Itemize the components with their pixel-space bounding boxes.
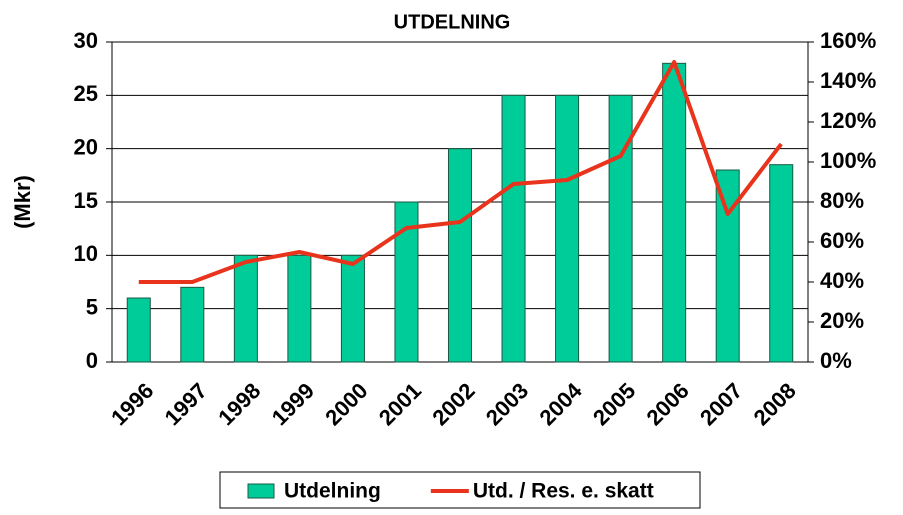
x-tick-label: 2008	[749, 378, 801, 430]
x-tick-label: 1997	[160, 378, 212, 430]
y-tick-label: 20	[74, 134, 98, 159]
x-tick-label: 1998	[213, 378, 265, 430]
bar	[769, 164, 794, 363]
y-tick-label: 15	[74, 188, 98, 213]
bar	[555, 94, 580, 363]
y2-tick-label: 100%	[820, 148, 876, 173]
y2-tick-label: 20%	[820, 308, 864, 333]
x-tick-label: 2001	[374, 378, 426, 430]
y-tick-label: 25	[74, 81, 98, 106]
y2-tick-label: 160%	[820, 28, 876, 53]
y2-tick-label: 40%	[820, 268, 864, 293]
bar	[662, 62, 687, 363]
y-tick-label: 0	[86, 348, 98, 373]
y-tick-label: 30	[74, 28, 98, 53]
x-tick-label: 1999	[267, 378, 319, 430]
x-tick-label: 2006	[642, 378, 694, 430]
x-tick-label: 2005	[588, 378, 640, 430]
y-axis-label: (Mkr)	[10, 175, 35, 229]
bar	[501, 94, 526, 363]
bar	[340, 254, 365, 363]
y-tick-label: 5	[86, 294, 98, 319]
x-tick-label: 2003	[481, 378, 533, 430]
line	[138, 60, 783, 284]
bar	[126, 297, 151, 363]
legend-swatch	[247, 483, 275, 499]
x-tick-label: 2000	[320, 378, 372, 430]
bar	[287, 254, 312, 363]
x-tick-label: 2002	[427, 378, 479, 430]
y2-tick-label: 80%	[820, 188, 864, 213]
x-tick-label: 2007	[695, 378, 747, 430]
bar	[233, 254, 258, 363]
chart-title: UTDELNING	[394, 11, 511, 33]
y2-tick-label: 0%	[820, 348, 852, 373]
legend-label: Utdelning	[284, 480, 381, 503]
bar	[447, 148, 473, 363]
y2-tick-label: 60%	[820, 228, 864, 253]
legend-label: Utd. / Res. e. skatt	[473, 480, 654, 503]
bar	[715, 169, 740, 363]
y2-tick-label: 120%	[820, 108, 876, 133]
bar	[394, 201, 419, 363]
bar	[180, 286, 205, 363]
bar	[608, 94, 633, 363]
y2-tick-label: 140%	[820, 68, 876, 93]
x-tick-label: 2004	[534, 377, 587, 430]
x-tick-label: 1996	[106, 378, 158, 430]
y-tick-label: 10	[74, 241, 98, 266]
